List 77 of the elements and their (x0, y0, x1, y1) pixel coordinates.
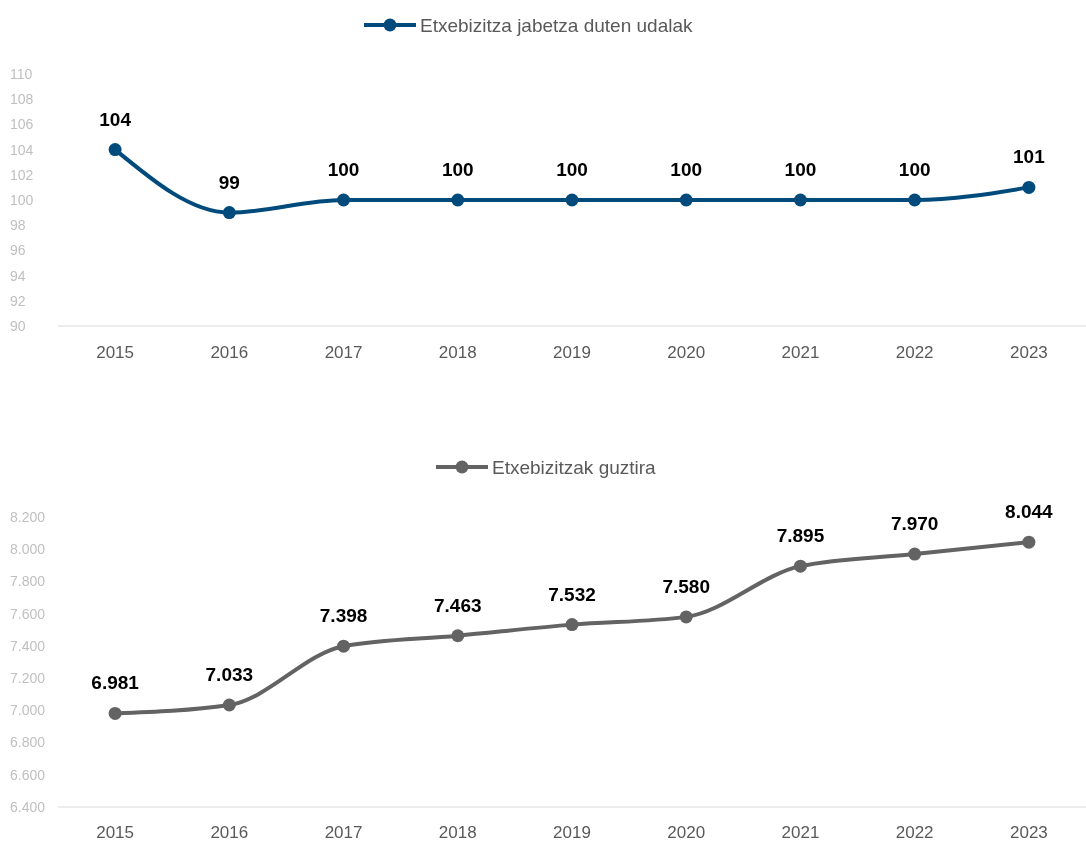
point (565, 618, 579, 632)
data-label: 104 (99, 108, 132, 130)
data-label: 7.033 (205, 664, 254, 686)
data-label: 7.532 (548, 583, 596, 605)
data-label: 100 (670, 159, 703, 180)
point (908, 193, 922, 207)
point (1022, 180, 1036, 194)
data-label: 7.895 (776, 525, 825, 547)
x-tick-label: 2017 (324, 343, 363, 362)
point (565, 193, 579, 207)
y-tick-label: 108 (10, 91, 34, 108)
x-tick-label: 2017 (324, 823, 363, 842)
y-tick-label: 94 (10, 267, 26, 284)
point (108, 706, 122, 720)
y-tick-label: 7.200 (10, 670, 46, 687)
y-tick-label: 90 (10, 317, 26, 334)
data-label: 7.463 (434, 594, 482, 616)
x-tick-label: 2020 (667, 343, 706, 362)
x-tick-label: 2021 (781, 823, 820, 842)
y-tick-label: 100 (10, 191, 34, 208)
point (679, 193, 693, 207)
x-tick-label: 2015 (96, 823, 135, 842)
point (222, 206, 236, 220)
legend-label: Etxebizitzak guztira (492, 456, 657, 478)
x-tick-label: 2019 (553, 823, 591, 842)
x-tick-label: 2020 (667, 823, 706, 842)
x-tick-label: 2022 (895, 343, 934, 362)
data-label: 100 (784, 159, 817, 180)
y-tick-label: 110 (10, 65, 33, 82)
point (793, 559, 807, 573)
data-label: 7.970 (890, 513, 939, 535)
data-label: 101 (1013, 146, 1046, 168)
x-tick-label: 2023 (1009, 823, 1048, 842)
y-tick-label: 6.800 (10, 734, 46, 751)
y-tick-label: 7.600 (10, 605, 46, 622)
data-label: 7.398 (319, 605, 368, 627)
x-tick-label: 2016 (210, 343, 249, 362)
data-label: 100 (898, 159, 931, 180)
x-tick-label: 2018 (438, 343, 477, 362)
y-tick-label: 98 (10, 217, 26, 234)
legend-label: Etxebizitza jabetza duten udalak (420, 14, 694, 36)
y-tick-label: 106 (10, 116, 34, 133)
y-tick-label: 102 (10, 166, 34, 183)
x-tick-label: 2021 (781, 343, 820, 362)
x-tick-label: 2015 (96, 343, 135, 362)
y-tick-label: 8.000 (10, 541, 46, 558)
x-tick-label: 2022 (895, 823, 934, 842)
data-label: 100 (327, 159, 360, 180)
x-tick-label: 2016 (210, 823, 249, 842)
point (679, 610, 693, 624)
y-tick-label: 7.800 (10, 573, 46, 590)
data-label: 100 (556, 159, 588, 180)
data-label: 8.044 (1005, 501, 1054, 523)
point (793, 193, 807, 207)
point (451, 193, 465, 207)
point (1022, 535, 1036, 549)
x-tick-label: 2018 (438, 823, 477, 842)
y-tick-label: 7.000 (10, 702, 46, 719)
point (451, 629, 465, 643)
y-tick-label: 92 (10, 292, 26, 309)
x-tick-label: 2019 (553, 343, 591, 362)
point (908, 547, 922, 561)
y-tick-label: 104 (10, 141, 34, 158)
y-tick-label: 6.600 (10, 766, 46, 783)
point (108, 143, 122, 157)
point (337, 193, 351, 207)
y-tick-label: 96 (10, 242, 26, 259)
point (222, 698, 236, 712)
point (337, 639, 351, 653)
data-label: 6.981 (91, 672, 140, 694)
data-label: 7.580 (662, 575, 710, 597)
y-tick-label: 6.400 (10, 798, 46, 815)
y-tick-label: 7.400 (10, 637, 46, 654)
y-tick-label: 8.200 (10, 508, 46, 525)
data-label: 100 (441, 159, 474, 180)
data-label: 99 (218, 171, 240, 193)
x-tick-label: 2023 (1009, 343, 1048, 362)
